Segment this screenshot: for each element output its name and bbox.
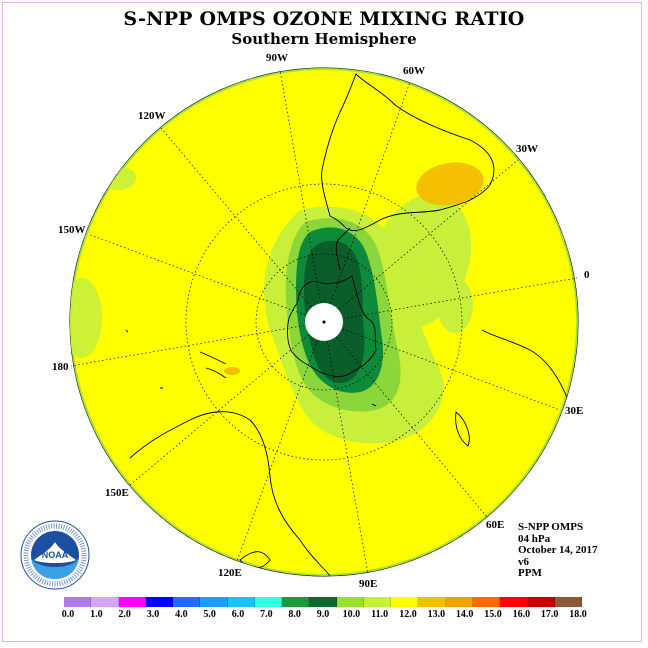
colorbar-tick-label: 9.0 [316,609,330,620]
colorbar-tick-label: 8.0 [288,609,301,620]
info-version: v6 [518,555,529,568]
colorbar-segment [254,597,283,607]
coastlines [125,73,573,576]
meridians [70,69,578,575]
colorbar-tick-label: 14.0 [455,609,474,620]
label-30w: 30W [516,143,538,155]
info-level: 04 hPa [518,532,551,545]
colorbar-tick-label: 4.0 [175,609,188,620]
colorbar-segment [363,597,392,607]
label-30e: 30E [565,405,583,417]
colorbar-segment [227,597,255,607]
label-180: 180 [52,361,69,373]
colorbar-tick-label: 5.0 [203,609,216,620]
colorbar-segment [527,597,555,607]
colorbar-tick-label: 2.0 [118,609,131,620]
latitude-circles [185,183,463,461]
colorbar-segment [91,597,119,607]
colorbar-segment [64,597,92,607]
colorbar-segment [391,597,419,607]
colorbar-segment [554,597,583,607]
colorbar-tick-label: 15.0 [484,609,502,620]
colorbar-segment [118,597,146,607]
info-instrument: S-NPP OMPS [518,521,584,533]
colorbar-segment [418,597,446,607]
map-subtitle: Southern Hemisphere [231,30,417,48]
colorbar-tick-label: 0.0 [61,609,75,620]
label-120e: 120E [218,567,242,579]
label-120w: 120W [138,110,166,122]
colorbar-segment [445,597,473,607]
colorbar-tick-label: 6.0 [231,609,245,620]
colorbar-segment [500,597,528,607]
label-60e: 60E [486,519,504,531]
colorbar-tick-label: 1.0 [90,609,103,620]
colorbar-tick-label: 18.0 [569,609,587,620]
label-150w: 150W [58,224,86,236]
label-90e: 90E [359,578,377,590]
colorbar-tick-label: 3.0 [146,609,160,620]
colorbar-segment [309,597,337,607]
colorbar-tick-label: 12.0 [399,609,417,620]
product-info: S-NPP OMPS 04 hPa October 14, 2017 v6 PP… [518,521,598,580]
orange-high-region [416,162,484,206]
label-0: 0 [584,269,590,281]
map-title: S-NPP OMPS OZONE MIXING RATIO [123,8,525,30]
noaa-logo: NOAA [20,520,90,590]
colorbar-segment [336,597,364,607]
info-units: PPM [518,567,542,579]
colorbar-tick-label: 11.0 [371,609,389,620]
colorbar-segment [145,597,174,607]
colorbar-segment [282,597,310,607]
colorbar-segment [200,597,228,607]
label-150e: 150E [105,487,129,499]
colorbar [64,597,583,607]
colorbar-tick-label: 13.0 [427,609,446,620]
colorbar-segment [472,597,501,607]
colorbar-ticks: 0.0 1.0 2.0 3.0 4.0 5.0 6.0 7.0 8.0 9.0 10.0 11.0 12… [0,609,648,623]
colorbar-segment [173,597,201,607]
colorbar-tick-label: 16.0 [512,609,531,620]
small-orange-patch [224,367,240,375]
label-90w: 90W [266,52,288,64]
colorbar-tick-label: 7.0 [260,609,273,620]
noaa-logo-text: NOAA [42,550,69,560]
info-date: October 14, 2017 [518,544,598,556]
colorbar-tick-label: 10.0 [342,609,361,620]
label-60w: 60W [403,65,425,77]
colorbar-tick-label: 17.0 [540,609,559,620]
